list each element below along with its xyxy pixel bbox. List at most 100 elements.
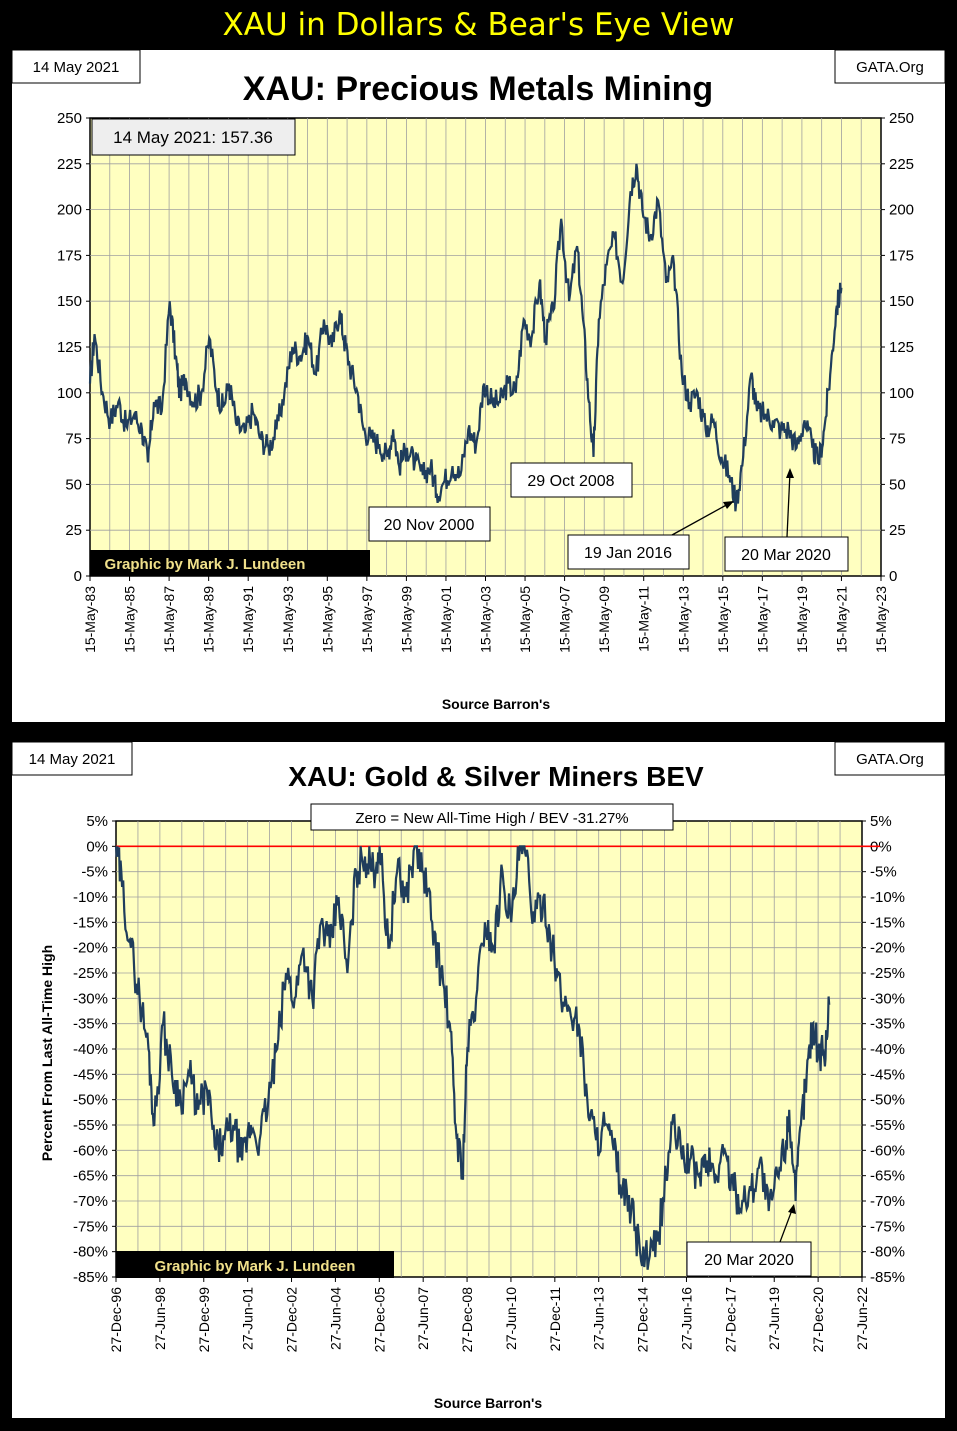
x-tick-label: 27-Jun-10 [503, 1287, 519, 1350]
x-tick-label: 27-Jun-22 [854, 1287, 870, 1350]
y-tick-label-right: 225 [889, 156, 914, 173]
annotation-box-2020 [686, 1241, 812, 1277]
y-tick-label-left: -45% [73, 1066, 108, 1083]
y-tick-label-right: 0 [889, 568, 897, 585]
x-tick-label: 15-May-99 [398, 586, 414, 653]
y-tick-label-left: 50 [65, 476, 82, 493]
y-tick-label-left: -35% [73, 1016, 108, 1033]
annotation-box-2020 [724, 536, 849, 572]
x-tick-label: 15-May-19 [794, 586, 810, 653]
y-tick-label-left: -65% [73, 1168, 108, 1185]
y-tick-label-left: -55% [73, 1117, 108, 1134]
annotation-arrow-2016 [671, 502, 731, 536]
y-tick-label-left: 75 [65, 431, 82, 448]
x-tick-label: 15-May-15 [715, 586, 731, 653]
y-tick-label-right: 175 [889, 247, 914, 264]
source-box [834, 50, 945, 84]
y-tick-label-left: -10% [73, 889, 108, 906]
source-box-label: GATA.Org [856, 59, 924, 76]
y-tick-label-right: 150 [889, 293, 914, 310]
x-tick-label: 15-May-91 [240, 586, 256, 653]
credit-label: Graphic by Mark J. Lundeen [105, 556, 306, 573]
x-tick-label: 27-Jun-19 [766, 1287, 782, 1350]
annotation-2008: 29 Oct 2008 [527, 473, 614, 490]
y-tick-label-right: -85% [870, 1269, 905, 1286]
chart-panel-xau-bev: -85% -85% -80% -80% -75% -75% -70% -70% -65% -65%… [12, 742, 945, 1418]
x-tick-label: 27-Dec-99 [196, 1287, 212, 1353]
y-tick-label-right: 25 [889, 522, 906, 539]
annotation-box-2008 [510, 462, 633, 498]
y-tick-label-right: -15% [870, 914, 905, 931]
x-tick-label: 27-Dec-96 [108, 1287, 124, 1353]
x-tick-label: 15-May-83 [82, 586, 98, 653]
y-tick-label-left: 0% [86, 838, 108, 855]
y-tick-label-right: -45% [870, 1066, 905, 1083]
x-tick-label: 27-Dec-20 [810, 1287, 826, 1353]
y-tick-label-left: -40% [73, 1041, 108, 1058]
x-tick-label: 15-May-09 [596, 586, 612, 653]
x-tick-label: 15-May-89 [201, 586, 217, 653]
y-tick-label-right: -80% [870, 1244, 905, 1261]
x-tick-label: 15-May-05 [517, 586, 533, 653]
x-tick-label: 15-May-01 [438, 586, 454, 653]
y-tick-label-left: -25% [73, 965, 108, 982]
x-tick-label: 15-May-03 [478, 586, 494, 653]
x-tick-label: 15-May-23 [873, 586, 889, 653]
y-tick-label-right: -65% [870, 1168, 905, 1185]
value-box [310, 803, 674, 831]
y-axis-label: Percent From Last All-Time High [39, 945, 55, 1161]
credit-box [116, 1251, 394, 1278]
y-tick-label-right: -10% [870, 889, 905, 906]
y-tick-label-right: -70% [870, 1193, 905, 1210]
x-tick-label: 27-Jun-07 [415, 1287, 431, 1350]
credit-label: Graphic by Mark J. Lundeen [155, 1258, 356, 1275]
y-tick-label-right: 125 [889, 339, 914, 356]
x-tick-label: 27-Dec-17 [722, 1287, 738, 1353]
bev-line [114, 845, 831, 1270]
y-tick-label-left: -60% [73, 1142, 108, 1159]
y-tick-label-left: -5% [81, 864, 108, 881]
y-tick-label-right: -25% [870, 965, 905, 982]
y-tick-label-right: -50% [870, 1092, 905, 1109]
y-tick-label-left: 5% [86, 813, 108, 830]
y-tick-label-right: 5% [870, 813, 892, 830]
x-tick-label: 27-Jun-04 [327, 1287, 343, 1350]
x-tick-label: 15-May-93 [280, 586, 296, 653]
x-tick-label: 27-Dec-08 [459, 1287, 475, 1353]
y-tick-label-left: 125 [57, 339, 82, 356]
y-tick-label-left: 200 [57, 202, 82, 219]
y-tick-label-left: -30% [73, 990, 108, 1007]
y-tick-label-left: -85% [73, 1269, 108, 1286]
y-tick-label-left: 100 [57, 385, 82, 402]
header-title: XAU in Dollars & Bear's Eye View [222, 7, 735, 43]
y-tick-label-right: -55% [870, 1117, 905, 1134]
y-tick-label-left: -75% [73, 1218, 108, 1235]
y-tick-label-right: 200 [889, 202, 914, 219]
arrowhead-2020 [786, 468, 794, 478]
y-tick-label-right: -5% [870, 864, 897, 881]
y-tick-label-right: -35% [870, 1016, 905, 1033]
date-box-label: 14 May 2021 [29, 751, 116, 768]
arrowhead-2016 [723, 501, 734, 509]
y-tick-label-right: -40% [870, 1041, 905, 1058]
annotation-2000: 20 Nov 2000 [384, 517, 475, 534]
x-tick-label: 15-May-87 [161, 586, 177, 653]
x-tick-label: 15-May-13 [675, 586, 691, 653]
y-tick-label-right: -20% [870, 940, 905, 957]
y-tick-label-left: -20% [73, 940, 108, 957]
x-tick-label: 15-May-95 [319, 586, 335, 653]
x-tick-label: 27-Jun-01 [240, 1287, 256, 1350]
source-box-label: GATA.Org [856, 751, 924, 768]
date-box [12, 50, 141, 84]
x-tick-label: 27-Dec-05 [371, 1287, 387, 1353]
y-tick-label-left: 0 [74, 568, 82, 585]
y-tick-label-left: 175 [57, 247, 82, 264]
y-tick-label-left: -15% [73, 914, 108, 931]
chart-title: XAU: Precious Metals Mining [243, 70, 713, 108]
y-tick-label-right: 0% [870, 838, 892, 855]
xau-bev-chart: -85% -85% -80% -80% -75% -75% -70% -70% -65% -65%… [12, 742, 945, 1411]
arrowhead-2020 [788, 1204, 796, 1214]
value-box-label: 14 May 2021: 157.36 [113, 128, 273, 147]
annotation-arrow-2020 [786, 471, 791, 538]
y-tick-label-left: -50% [73, 1092, 108, 1109]
